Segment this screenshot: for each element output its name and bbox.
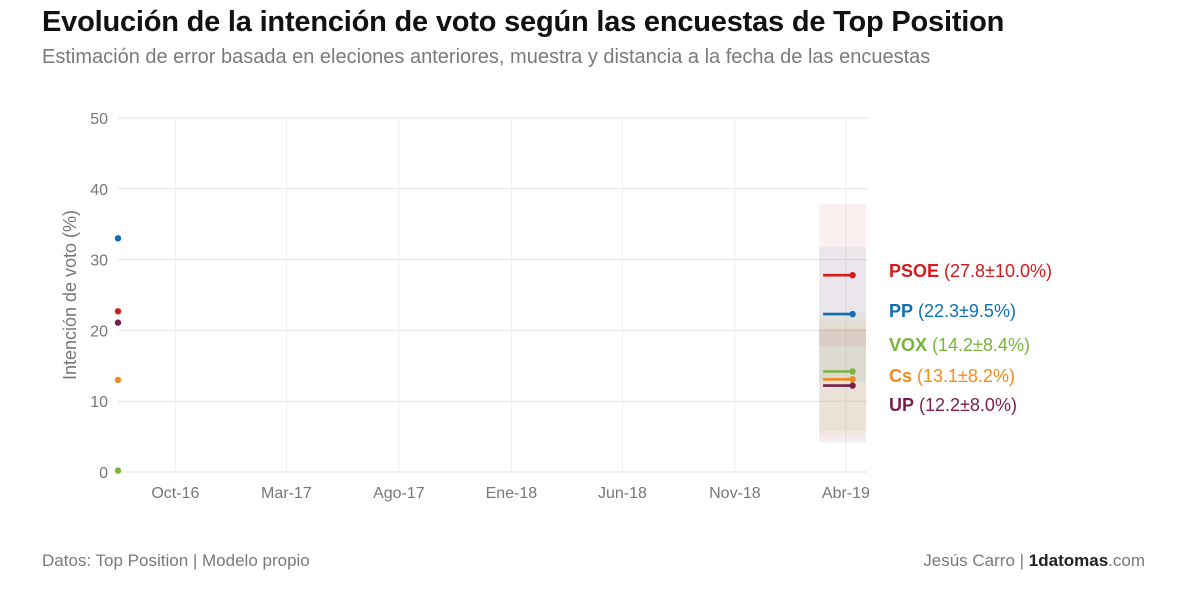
start-point-vox bbox=[114, 467, 122, 474]
series-value-pp: (22.3±9.5%) bbox=[913, 301, 1016, 321]
credit-separator: | bbox=[1014, 551, 1029, 570]
end-point-psoe bbox=[849, 271, 856, 279]
x-tick-label: Jun-18 bbox=[598, 485, 647, 502]
author-credit: Jesús Carro | 1datomas.com bbox=[923, 551, 1145, 571]
series-lines bbox=[823, 273, 853, 387]
y-tick-label: 10 bbox=[90, 394, 108, 411]
end-point-vox bbox=[849, 368, 856, 375]
series-value-vox: (14.2±8.4%) bbox=[927, 335, 1030, 355]
brand-suffix: .com bbox=[1108, 551, 1145, 570]
end-point-up bbox=[849, 382, 856, 389]
error-bands bbox=[819, 204, 866, 443]
x-axis-ticks: Oct-16 Mar-17 Ago-17 Ene-18 Jun-18 Nov-18 Abr-… bbox=[151, 485, 870, 502]
x-tick-label: Ago-17 bbox=[373, 485, 425, 502]
series-label-vox: VOX (14.2±8.4%) bbox=[889, 335, 1030, 355]
x-tick-label: Ene-18 bbox=[486, 485, 538, 502]
author-name: Jesús Carro bbox=[923, 551, 1015, 570]
series-name-pp: PP bbox=[889, 301, 913, 321]
start-point-psoe bbox=[114, 308, 122, 315]
series-value-psoe: (27.8±10.0%) bbox=[939, 261, 1052, 281]
start-point-cs bbox=[114, 376, 122, 384]
series-name-psoe: PSOE bbox=[889, 261, 939, 281]
series-label-cs: Cs (13.1±8.2%) bbox=[889, 366, 1015, 386]
series-name-up: UP bbox=[889, 395, 914, 415]
series-value-up: (12.2±8.0%) bbox=[914, 395, 1017, 415]
y-tick-label: 50 bbox=[90, 111, 108, 128]
brand-name: 1datomas bbox=[1028, 551, 1109, 570]
data-source: Datos: Top Position | Modelo propio bbox=[42, 551, 310, 570]
x-tick-label: Abr-19 bbox=[822, 485, 870, 502]
series-label-psoe: PSOE (27.8±10.0%) bbox=[889, 261, 1052, 281]
series-label-up: UP (12.2±8.0%) bbox=[889, 395, 1017, 415]
y-tick-label: 0 bbox=[99, 465, 108, 482]
x-tick-label: Oct-16 bbox=[151, 485, 199, 502]
start-point-up bbox=[114, 319, 122, 326]
y-tick-label: 30 bbox=[90, 253, 108, 270]
series-name-cs: Cs bbox=[889, 366, 912, 386]
end-point-pp bbox=[849, 310, 856, 318]
start-point-pp bbox=[114, 235, 122, 242]
chart-grid bbox=[118, 117, 868, 473]
series-label-pp: PP (22.3±9.5%) bbox=[889, 301, 1016, 321]
series-labels: PSOE (27.8±10.0%) PP (22.3±9.5%) VOX (14.2… bbox=[889, 261, 1052, 415]
series-value-cs: (13.1±8.2%) bbox=[912, 366, 1015, 386]
x-tick-label: Mar-17 bbox=[261, 485, 312, 502]
end-point-cs bbox=[849, 376, 856, 383]
y-axis-ticks: 0 10 20 30 40 50 bbox=[90, 111, 108, 482]
y-axis-label: Intención de voto (%) bbox=[60, 210, 80, 380]
series-name-vox: VOX bbox=[889, 335, 927, 355]
y-tick-label: 40 bbox=[90, 182, 108, 199]
chart-title: Evolución de la intención de voto según … bbox=[42, 6, 1005, 38]
series-points bbox=[114, 235, 856, 474]
y-tick-label: 20 bbox=[90, 323, 108, 340]
x-tick-label: Nov-18 bbox=[709, 485, 761, 502]
chart-subtitle: Estimación de error basada en eleciones … bbox=[42, 46, 931, 68]
